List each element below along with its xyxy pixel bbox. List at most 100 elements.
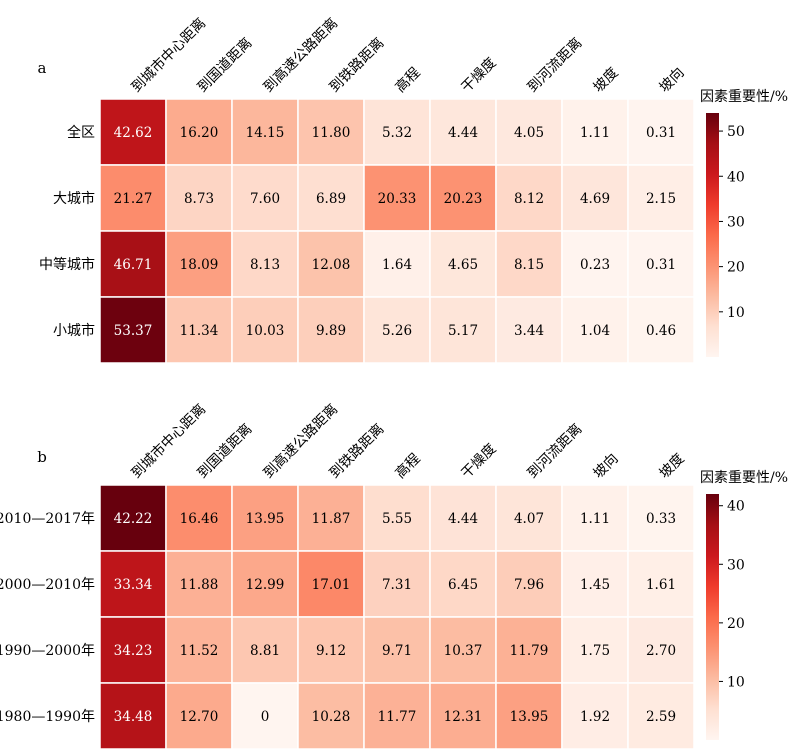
cell-value-label: 46.71 — [114, 257, 153, 273]
heatmap-cell — [429, 296, 497, 364]
cell-value-label: 4.65 — [448, 257, 478, 273]
heatmap-cell — [363, 98, 431, 166]
cell-value-label: 9.71 — [382, 643, 412, 659]
heatmap-cell — [231, 296, 299, 364]
row-label: 大城市 — [53, 190, 95, 207]
heatmap-cell — [363, 230, 431, 298]
heatmap-cell — [363, 550, 431, 618]
cell-value-label: 5.17 — [448, 323, 478, 339]
column-label: 到国道距离 — [194, 420, 256, 482]
cell-value-label: 12.99 — [246, 577, 285, 593]
heatmap-cell — [99, 296, 167, 364]
cell-value-label: 14.15 — [246, 125, 285, 141]
cell-value-label: 7.60 — [250, 191, 280, 207]
cell-value-label: 8.73 — [184, 191, 214, 207]
heatmap-cell — [297, 682, 365, 750]
cell-value-label: 12.31 — [444, 709, 483, 725]
column-label: 到铁路距离 — [326, 420, 388, 482]
cell-value-label: 11.77 — [378, 709, 417, 725]
cell-value-label: 4.07 — [514, 511, 544, 527]
heatmap-cell — [231, 682, 299, 750]
panel-label: b — [37, 448, 47, 466]
cell-value-label: 34.23 — [114, 643, 153, 659]
cell-value-label: 13.95 — [246, 511, 285, 527]
cell-value-label: 21.27 — [114, 191, 153, 207]
row-label: 小城市 — [53, 322, 95, 339]
heatmap-cell — [231, 230, 299, 298]
heatmap-cell — [165, 682, 233, 750]
cell-value-label: 20.33 — [378, 191, 417, 207]
cell-value-label: 8.13 — [250, 257, 280, 273]
row-label: 1990—2000年 — [0, 643, 95, 659]
heatmap-cell — [627, 296, 695, 364]
cell-value-label: 1.11 — [580, 125, 610, 141]
cell-value-label: 10.03 — [246, 323, 285, 339]
cell-value-label: 20.23 — [444, 191, 483, 207]
cell-value-label: 4.05 — [514, 125, 544, 141]
cell-value-label: 33.34 — [114, 577, 153, 593]
cell-value-label: 53.37 — [114, 323, 153, 339]
heatmap-cell — [429, 98, 497, 166]
heatmap-cell — [99, 164, 167, 232]
heatmap-cell — [363, 164, 431, 232]
heatmap-cell — [99, 484, 167, 552]
heatmap-cell — [165, 484, 233, 552]
cell-value-label: 6.45 — [448, 577, 478, 593]
heatmap-cell — [429, 230, 497, 298]
heatmap-cell — [297, 296, 365, 364]
heatmap-cell — [231, 164, 299, 232]
cell-value-label: 3.44 — [514, 323, 544, 339]
cell-value-label: 7.31 — [382, 577, 412, 593]
cell-value-label: 6.89 — [316, 191, 346, 207]
cell-value-label: 5.32 — [382, 125, 412, 141]
heatmap-cell — [297, 164, 365, 232]
cell-value-label: 9.89 — [316, 323, 346, 339]
colorbar-title: 因素重要性/% — [700, 470, 788, 486]
cell-value-label: 5.26 — [382, 323, 412, 339]
colorbar — [706, 494, 719, 740]
colorbar-title: 因素重要性/% — [700, 89, 788, 105]
colorbar-tick-label: 40 — [727, 169, 745, 185]
column-label: 坡度 — [657, 451, 688, 482]
cell-value-label: 4.44 — [448, 511, 478, 527]
cell-value-label: 12.70 — [180, 709, 219, 725]
colorbar-tick-label: 40 — [727, 499, 745, 515]
colorbar-tick-label: 50 — [727, 124, 745, 140]
heatmap-cell — [627, 682, 695, 750]
cell-value-label: 2.59 — [646, 709, 676, 725]
heatmap-cell — [495, 98, 563, 166]
row-label: 中等城市 — [39, 256, 95, 273]
column-label: 到河流距离 — [524, 34, 586, 96]
row-label: 2000—2010年 — [0, 577, 95, 593]
heatmap-cell — [297, 616, 365, 684]
cell-value-label: 1.64 — [382, 257, 412, 273]
colorbar-tick-label: 10 — [727, 674, 745, 690]
heatmap-cell — [627, 484, 695, 552]
cell-value-label: 17.01 — [312, 577, 351, 593]
cell-value-label: 10.37 — [444, 643, 483, 659]
heatmap-cell — [363, 296, 431, 364]
colorbar-tick-label: 20 — [727, 260, 745, 276]
colorbar-tick-label: 30 — [727, 214, 745, 230]
heatmap-cell — [165, 296, 233, 364]
cell-value-label: 5.55 — [382, 511, 412, 527]
column-label: 高程 — [392, 64, 424, 96]
heatmap-cell — [429, 550, 497, 618]
cell-value-label: 0.23 — [580, 257, 610, 273]
cell-value-label: 18.09 — [180, 257, 219, 273]
heatmap-cell — [231, 550, 299, 618]
column-label: 干燥度 — [459, 55, 500, 96]
cell-value-label: 42.62 — [114, 125, 153, 141]
column-label: 到铁路距离 — [326, 34, 388, 96]
column-label: 干燥度 — [459, 441, 500, 482]
heatmap-cell — [429, 484, 497, 552]
panel-label: a — [38, 59, 47, 77]
column-label: 高程 — [392, 450, 424, 482]
heatmap-cell — [561, 164, 629, 232]
cell-value-label: 13.95 — [510, 709, 549, 725]
heatmap-cell — [165, 164, 233, 232]
colorbar-tick-label: 30 — [727, 557, 745, 573]
